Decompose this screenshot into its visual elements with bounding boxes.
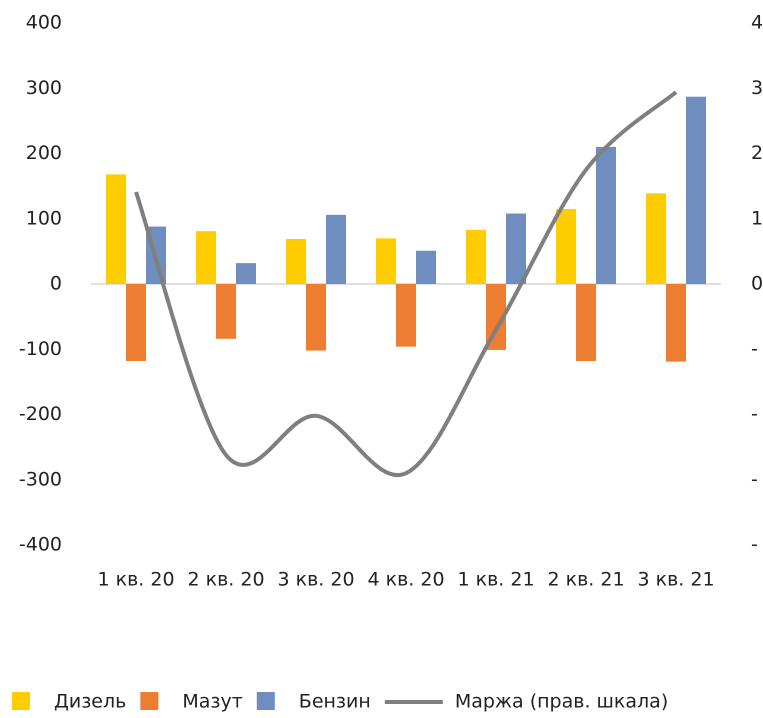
legend-swatch bbox=[12, 692, 30, 710]
bar bbox=[196, 231, 216, 284]
x-tick-label: 2 кв. 20 bbox=[187, 569, 264, 591]
legend-label: Бензин bbox=[299, 691, 371, 713]
y2-tick-label: 0 bbox=[751, 273, 763, 295]
y-tick-label: -400 bbox=[19, 534, 62, 556]
bar bbox=[666, 284, 686, 362]
x-tick-label: 1 кв. 20 bbox=[97, 569, 174, 591]
y2-tick-label: 4 bbox=[751, 12, 763, 34]
bar bbox=[506, 213, 526, 284]
y-tick-label: -100 bbox=[19, 338, 62, 360]
bar bbox=[396, 284, 416, 347]
x-tick-label: 1 кв. 21 bbox=[457, 569, 534, 591]
legend-label: Маржа (прав. шкала) bbox=[455, 691, 668, 713]
legend-swatch bbox=[140, 692, 159, 710]
y-tick-label: 400 bbox=[26, 12, 62, 34]
bar bbox=[306, 284, 326, 351]
x-tick-label: 3 кв. 21 bbox=[637, 569, 714, 591]
legend-label: Мазут bbox=[182, 691, 242, 713]
y2-tick-label: 2 bbox=[751, 142, 763, 164]
y2-tick-label: - bbox=[751, 534, 758, 556]
y-tick-label: 0 bbox=[50, 273, 62, 295]
y-tick-label: -200 bbox=[19, 403, 62, 425]
bar bbox=[556, 208, 576, 284]
y-tick-label: 100 bbox=[26, 207, 62, 229]
bar bbox=[486, 284, 506, 350]
x-tick-label: 2 кв. 21 bbox=[547, 569, 624, 591]
line bbox=[134, 90, 678, 478]
bar bbox=[236, 263, 256, 284]
y-tick-label: 300 bbox=[26, 77, 62, 99]
bar bbox=[126, 284, 146, 361]
bar bbox=[596, 146, 616, 284]
y2-tick-label: 3 bbox=[751, 77, 763, 99]
x-tick-label: 3 кв. 20 bbox=[277, 569, 354, 591]
y2-tick-label: - bbox=[751, 403, 758, 425]
y-tick-label: -300 bbox=[19, 468, 62, 490]
legend-label: Дизель bbox=[54, 691, 126, 713]
bar bbox=[576, 284, 596, 361]
bar bbox=[416, 250, 436, 284]
y-tick-label: 200 bbox=[26, 142, 62, 164]
bar bbox=[216, 284, 236, 339]
bar bbox=[686, 96, 706, 284]
bar bbox=[106, 174, 126, 284]
bar bbox=[646, 193, 666, 284]
bar bbox=[466, 229, 486, 284]
y2-tick-label: 1 bbox=[751, 207, 763, 229]
bar bbox=[376, 238, 396, 284]
y2-tick-label: - bbox=[751, 338, 758, 360]
legend-swatch bbox=[256, 692, 275, 710]
y2-tick-label: - bbox=[751, 468, 758, 490]
bar bbox=[326, 214, 346, 284]
x-tick-label: 4 кв. 20 bbox=[367, 569, 444, 591]
bar bbox=[286, 238, 306, 284]
